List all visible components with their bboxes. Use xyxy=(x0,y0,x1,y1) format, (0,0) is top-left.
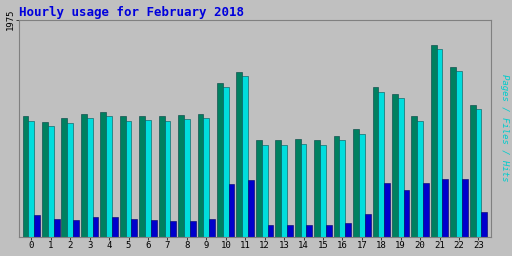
Text: Pages / Files / Hits: Pages / Files / Hits xyxy=(500,74,509,182)
Bar xyxy=(54,219,59,237)
Bar xyxy=(320,145,326,237)
Bar xyxy=(67,123,73,237)
Bar xyxy=(93,217,98,237)
Bar xyxy=(242,77,248,237)
Bar xyxy=(61,118,67,237)
Bar xyxy=(326,225,332,237)
Bar xyxy=(403,190,410,237)
Bar xyxy=(23,116,29,237)
Bar xyxy=(198,114,203,237)
Bar xyxy=(476,110,481,237)
Bar xyxy=(301,144,306,237)
Bar xyxy=(42,122,48,237)
Bar xyxy=(48,126,54,237)
Bar xyxy=(470,105,476,237)
Bar xyxy=(411,116,417,237)
Bar xyxy=(87,118,93,237)
Bar xyxy=(237,72,242,237)
Bar xyxy=(125,121,132,237)
Bar xyxy=(392,94,398,237)
Bar xyxy=(34,215,40,237)
Bar xyxy=(73,220,79,237)
Bar xyxy=(145,120,151,237)
Bar xyxy=(209,219,215,237)
Bar xyxy=(229,184,234,237)
Bar xyxy=(295,139,301,237)
Bar xyxy=(365,214,371,237)
Bar xyxy=(81,114,87,237)
Bar xyxy=(120,116,125,237)
Bar xyxy=(248,180,254,237)
Bar xyxy=(217,83,223,237)
Bar xyxy=(417,121,423,237)
Bar xyxy=(373,88,378,237)
Bar xyxy=(190,221,196,237)
Bar xyxy=(106,116,112,237)
Bar xyxy=(398,99,403,237)
Bar xyxy=(223,88,229,237)
Bar xyxy=(159,116,164,237)
Bar xyxy=(132,219,137,237)
Bar xyxy=(151,220,157,237)
Bar xyxy=(378,92,384,237)
Bar xyxy=(287,225,293,237)
Bar xyxy=(423,183,429,237)
Bar xyxy=(345,223,351,237)
Bar xyxy=(384,183,390,237)
Text: Hourly usage for February 2018: Hourly usage for February 2018 xyxy=(19,6,244,18)
Bar xyxy=(437,49,442,237)
Bar xyxy=(139,115,145,237)
Bar xyxy=(256,140,262,237)
Bar xyxy=(178,115,184,237)
Bar xyxy=(481,212,487,237)
Bar xyxy=(431,45,437,237)
Bar xyxy=(281,145,287,237)
Bar xyxy=(442,179,449,237)
Bar xyxy=(450,67,456,237)
Bar xyxy=(262,145,268,237)
Bar xyxy=(268,225,273,237)
Bar xyxy=(306,225,312,237)
Bar xyxy=(456,71,462,237)
Bar xyxy=(339,140,345,237)
Bar xyxy=(359,134,365,237)
Bar xyxy=(112,217,118,237)
Bar xyxy=(462,179,468,237)
Bar xyxy=(275,140,281,237)
Bar xyxy=(170,221,176,237)
Bar xyxy=(203,118,209,237)
Bar xyxy=(334,136,339,237)
Bar xyxy=(353,129,359,237)
Bar xyxy=(29,121,34,237)
Bar xyxy=(314,140,320,237)
Bar xyxy=(184,119,190,237)
Bar xyxy=(100,112,106,237)
Bar xyxy=(164,121,170,237)
